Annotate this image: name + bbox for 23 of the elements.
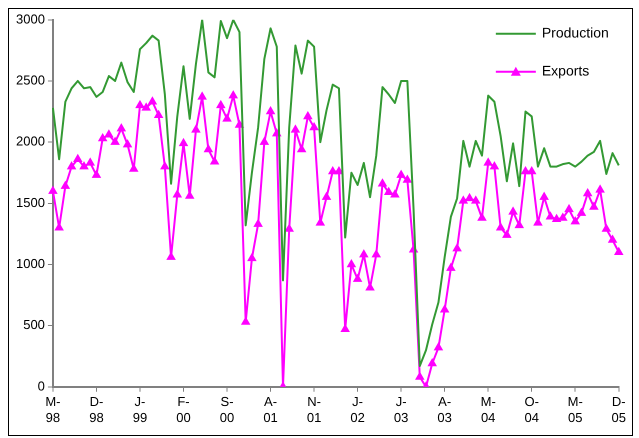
x-tick-label: M-05 [568, 394, 583, 425]
x-tick-label: A-03 [437, 394, 452, 425]
x-tick-label: J-99 [132, 394, 148, 425]
y-tick-label: 2500 [16, 72, 45, 88]
x-tick-label: O-04 [524, 394, 539, 425]
legend-label: Exports [542, 62, 590, 79]
y-tick-label: 1500 [16, 194, 45, 210]
x-tick-label: A-01 [263, 394, 278, 425]
y-tick-label: 1000 [16, 256, 45, 272]
x-tick-label: F-00 [176, 394, 191, 425]
x-tick-label: S-00 [220, 394, 234, 425]
y-tick-label: 3000 [16, 11, 45, 26]
x-tick-label: D-05 [612, 394, 626, 425]
x-tick-label: M-04 [480, 394, 496, 425]
y-tick-label: 2000 [16, 134, 45, 149]
x-tick-label: J-02 [350, 394, 365, 425]
y-tick-label: 0 [38, 378, 45, 394]
x-tick-label: J-03 [394, 394, 408, 425]
y-tick-label: 500 [23, 317, 45, 332]
x-tick-label: M-98 [45, 394, 61, 425]
legend-label: Production [542, 24, 609, 41]
x-tick-label: D-98 [89, 394, 104, 425]
x-tick-label: N-01 [306, 394, 322, 425]
